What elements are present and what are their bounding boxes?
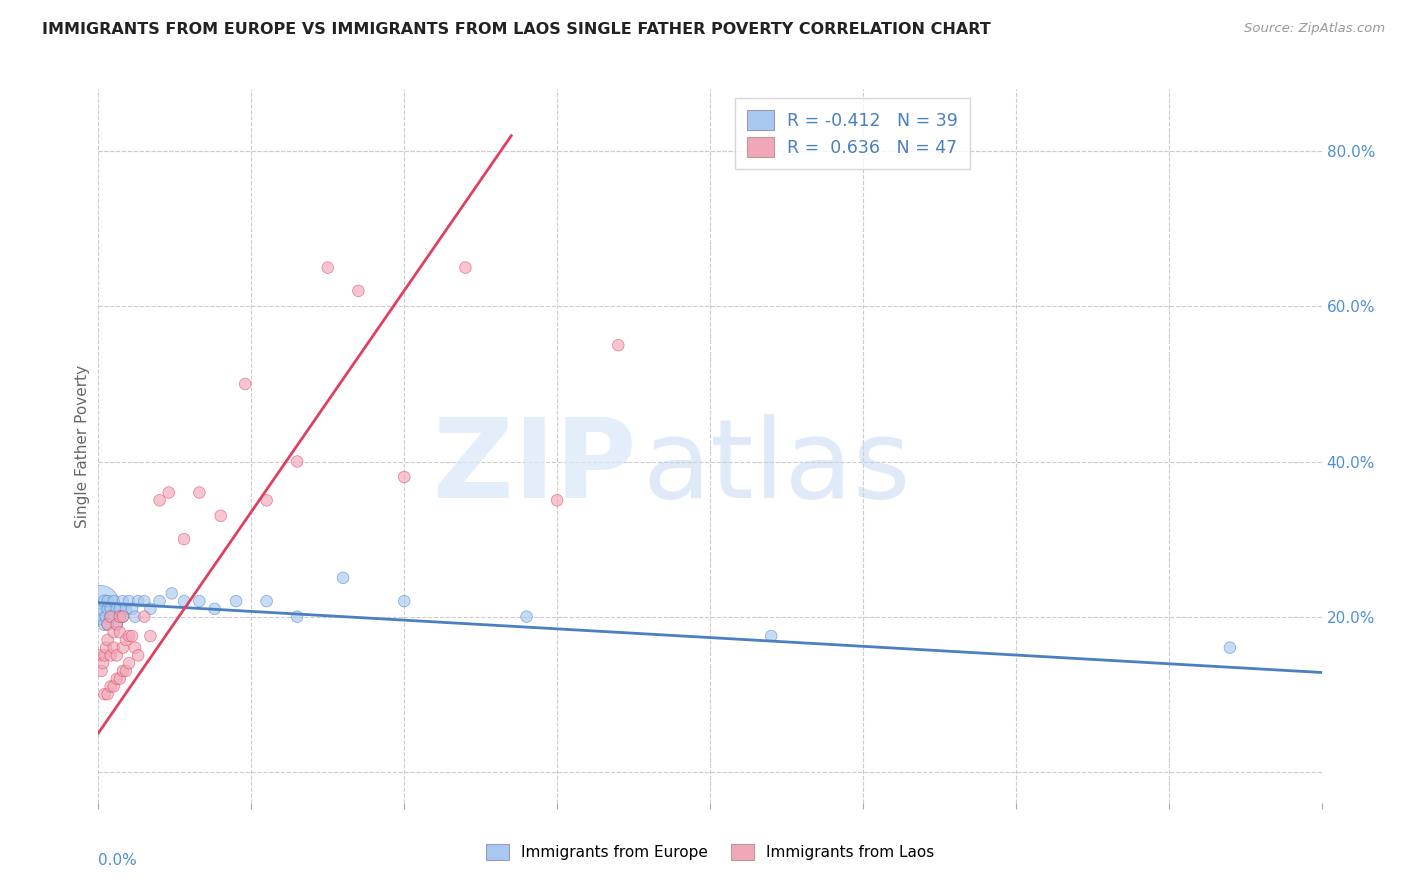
- Point: [173, 594, 195, 608]
- Text: Source: ZipAtlas.com: Source: ZipAtlas.com: [1244, 22, 1385, 36]
- Point: [127, 648, 149, 663]
- Point: [105, 672, 128, 686]
- Point: [91, 602, 114, 616]
- Text: ZIP: ZIP: [433, 414, 637, 521]
- Point: [108, 602, 131, 616]
- Point: [516, 609, 538, 624]
- Point: [546, 493, 568, 508]
- Point: [149, 493, 172, 508]
- Point: [93, 687, 115, 701]
- Point: [392, 594, 416, 608]
- Point: [759, 629, 782, 643]
- Point: [160, 586, 183, 600]
- Point: [332, 571, 354, 585]
- Point: [97, 602, 120, 616]
- Point: [93, 617, 115, 632]
- Point: [89, 598, 111, 612]
- Point: [111, 594, 134, 608]
- Point: [94, 640, 117, 655]
- Point: [188, 594, 211, 608]
- Point: [94, 609, 117, 624]
- Point: [108, 609, 131, 624]
- Point: [90, 664, 112, 678]
- Point: [93, 594, 115, 608]
- Point: [108, 625, 131, 640]
- Text: IMMIGRANTS FROM EUROPE VS IMMIGRANTS FROM LAOS SINGLE FATHER POVERTY CORRELATION: IMMIGRANTS FROM EUROPE VS IMMIGRANTS FRO…: [42, 22, 991, 37]
- Point: [97, 594, 120, 608]
- Point: [134, 594, 156, 608]
- Point: [111, 664, 134, 678]
- Point: [127, 594, 149, 608]
- Point: [256, 493, 278, 508]
- Point: [118, 656, 141, 670]
- Point: [607, 338, 630, 352]
- Point: [105, 617, 128, 632]
- Text: atlas: atlas: [643, 414, 911, 521]
- Point: [121, 629, 143, 643]
- Point: [316, 260, 339, 275]
- Point: [103, 594, 125, 608]
- Point: [1219, 640, 1241, 655]
- Point: [108, 672, 131, 686]
- Point: [103, 640, 125, 655]
- Text: 0.0%: 0.0%: [98, 853, 138, 868]
- Point: [149, 594, 172, 608]
- Point: [118, 629, 141, 643]
- Point: [108, 609, 131, 624]
- Point: [256, 594, 278, 608]
- Point: [115, 664, 138, 678]
- Point: [139, 602, 162, 616]
- Point: [111, 609, 134, 624]
- Point: [100, 602, 122, 616]
- Y-axis label: Single Father Poverty: Single Father Poverty: [75, 365, 90, 527]
- Point: [225, 594, 247, 608]
- Legend: Immigrants from Europe, Immigrants from Laos: Immigrants from Europe, Immigrants from …: [479, 838, 941, 866]
- Point: [105, 648, 128, 663]
- Point: [392, 470, 416, 484]
- Point: [97, 632, 120, 647]
- Point: [100, 680, 122, 694]
- Point: [103, 680, 125, 694]
- Point: [97, 617, 120, 632]
- Point: [118, 594, 141, 608]
- Point: [97, 687, 120, 701]
- Point: [204, 602, 226, 616]
- Point: [91, 656, 114, 670]
- Point: [173, 532, 195, 546]
- Point: [100, 609, 122, 624]
- Point: [93, 648, 115, 663]
- Point: [124, 609, 146, 624]
- Point: [103, 625, 125, 640]
- Point: [209, 508, 232, 523]
- Point: [454, 260, 477, 275]
- Point: [115, 602, 138, 616]
- Point: [97, 617, 120, 632]
- Point: [111, 640, 134, 655]
- Point: [115, 632, 138, 647]
- Point: [100, 609, 122, 624]
- Point: [139, 629, 162, 643]
- Point: [124, 640, 146, 655]
- Point: [105, 602, 128, 616]
- Point: [285, 454, 308, 468]
- Point: [90, 609, 112, 624]
- Point: [188, 485, 211, 500]
- Point: [233, 376, 256, 391]
- Point: [105, 617, 128, 632]
- Point: [103, 609, 125, 624]
- Point: [100, 648, 122, 663]
- Point: [89, 648, 111, 663]
- Point: [111, 609, 134, 624]
- Point: [285, 609, 308, 624]
- Point: [121, 602, 143, 616]
- Point: [347, 284, 370, 298]
- Point: [157, 485, 180, 500]
- Point: [134, 609, 156, 624]
